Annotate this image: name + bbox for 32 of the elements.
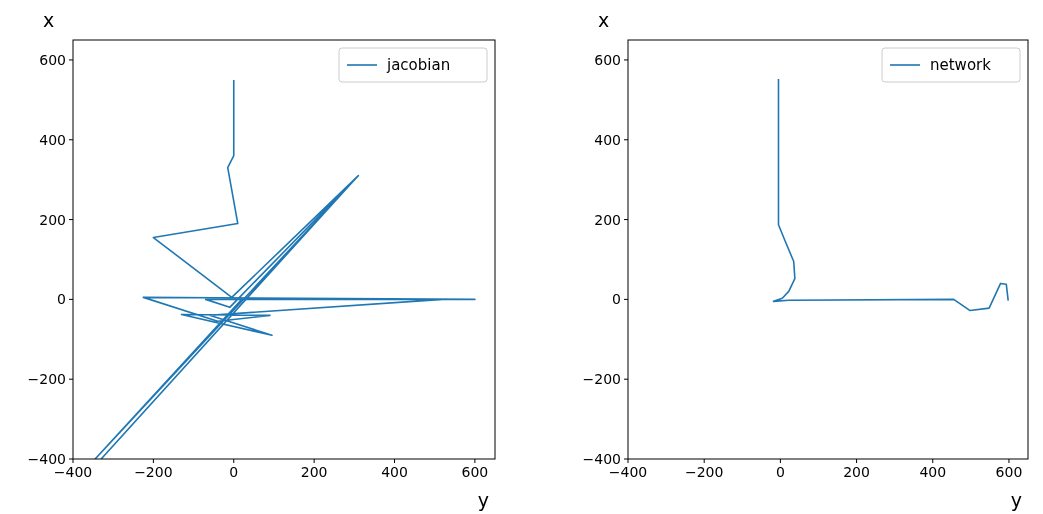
- y-tick-label: 600: [594, 51, 621, 68]
- x-tick-label: −200: [134, 464, 173, 480]
- y-tick-label: 0: [57, 291, 66, 308]
- y-tick-label: 400: [594, 131, 621, 148]
- x-tick-label: 0: [229, 464, 239, 480]
- legend-label: network: [930, 56, 992, 74]
- legend-label: jacobian: [386, 56, 451, 74]
- line-series: [772, 78, 1009, 312]
- x-tick-label: 600: [995, 464, 1023, 480]
- y-tick-label: −400: [582, 451, 621, 467]
- x-tick-label: 0: [775, 464, 785, 480]
- x-tick-label: −400: [608, 464, 648, 480]
- x-tick-label: 400: [381, 464, 408, 480]
- x-tick-label: 600: [461, 464, 489, 480]
- x-axis-title: y: [477, 489, 489, 511]
- x-tick-label: 400: [919, 464, 947, 480]
- x-tick-label: 200: [300, 464, 328, 480]
- x-axis-title: y: [1010, 489, 1022, 511]
- y-tick-label: 200: [39, 211, 66, 228]
- y-tick-label: 600: [39, 51, 66, 68]
- line-series: [94, 79, 476, 459]
- y-tick-label: −400: [27, 451, 66, 467]
- y-tick-label: −200: [27, 371, 66, 388]
- y-axis-title: x: [43, 9, 55, 31]
- y-tick-label: 400: [39, 131, 66, 148]
- y-tick-label: 200: [594, 211, 621, 228]
- x-tick-label: −400: [53, 464, 93, 480]
- y-tick-label: −200: [582, 371, 621, 388]
- x-tick-label: 200: [843, 464, 870, 480]
- x-tick-label: −200: [684, 464, 724, 480]
- y-tick-label: 0: [612, 291, 621, 308]
- y-axis-title: x: [598, 9, 610, 31]
